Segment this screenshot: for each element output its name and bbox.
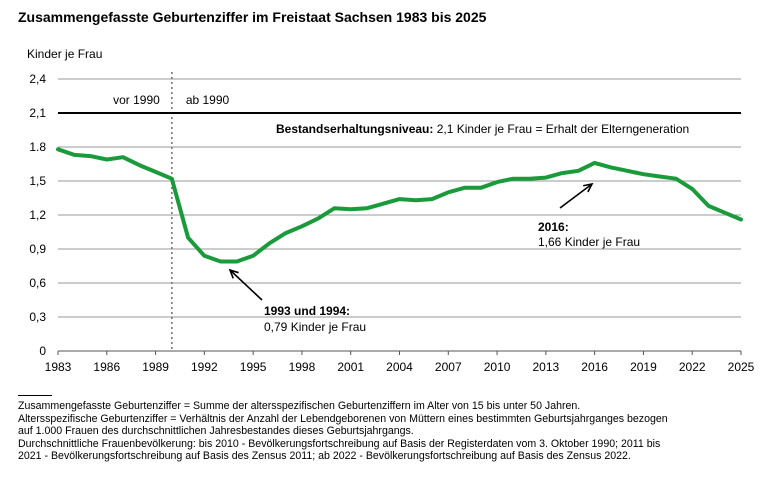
y-tick-label: 1,2 bbox=[29, 208, 46, 222]
footnote-line: Durchschnittliche Frauenbevölkerung: bis… bbox=[18, 437, 661, 450]
data-point bbox=[317, 217, 319, 220]
data-point bbox=[268, 242, 271, 245]
footnote-rule bbox=[18, 395, 52, 396]
data-point bbox=[480, 187, 482, 189]
y-tick-label: 0,3 bbox=[29, 310, 46, 324]
x-tick-label: 2019 bbox=[630, 360, 657, 374]
y-tick-label: 0,9 bbox=[29, 242, 46, 256]
reference-label-text: 2,1 Kinder je Frau = Erhalt der Elternge… bbox=[437, 122, 689, 136]
annotation-title: 1993 und 1994: bbox=[264, 304, 350, 318]
y-tick-label: 2,4 bbox=[29, 72, 46, 86]
x-tick-label: 2022 bbox=[679, 360, 706, 374]
data-point bbox=[219, 260, 222, 263]
y-axis-label: Kinder je Frau bbox=[27, 47, 102, 61]
data-point bbox=[171, 177, 173, 180]
chart-title: Zusammengefasste Geburtenziffer im Freis… bbox=[18, 9, 487, 25]
data-point bbox=[187, 236, 189, 239]
annotation-text: 1,66 Kinder je Frau bbox=[538, 235, 640, 249]
data-point bbox=[675, 177, 677, 180]
data-point bbox=[545, 176, 547, 179]
data-point bbox=[366, 207, 368, 209]
x-tick-label: 1989 bbox=[142, 360, 169, 374]
data-point bbox=[73, 154, 76, 156]
data-point bbox=[57, 148, 59, 151]
data-point bbox=[642, 173, 645, 175]
data-point bbox=[398, 198, 401, 200]
data-point bbox=[528, 177, 531, 180]
x-tick-label: 2001 bbox=[337, 360, 364, 374]
y-tick-label: 2,1 bbox=[29, 106, 46, 120]
x-tick-label: 1998 bbox=[289, 360, 316, 374]
data-point bbox=[301, 225, 303, 228]
data-point bbox=[447, 191, 450, 194]
x-tick-label: 2007 bbox=[435, 360, 462, 374]
y-tick-label: 1,5 bbox=[29, 174, 46, 188]
data-point bbox=[154, 171, 157, 173]
data-point bbox=[203, 255, 206, 257]
data-point bbox=[610, 166, 612, 169]
fertility-line-chart: Kinder je Frau 0 0,3 0,6 0,9 1,2 1,5 1.8 2,1 2,4… bbox=[27, 47, 755, 374]
x-tick-label: 2010 bbox=[484, 360, 511, 374]
data-point bbox=[414, 199, 417, 202]
data-point bbox=[284, 232, 287, 234]
annotation-title: 2016: bbox=[538, 220, 569, 234]
data-point bbox=[740, 218, 742, 221]
annotation-text: 0,79 Kinder je Frau bbox=[264, 320, 366, 334]
reference-line-label: Bestandserhaltungsniveau: 2,1 Kinder je … bbox=[276, 122, 689, 136]
grid-lines bbox=[58, 78, 741, 352]
annotations: 1993 und 1994: 0,79 Kinder je Frau 2016:1,… bbox=[228, 182, 640, 334]
footnote-line: auf 1.000 Frauen des durchschnittlichen … bbox=[18, 425, 414, 438]
data-point bbox=[707, 205, 710, 207]
series-layer bbox=[56, 147, 743, 264]
data-point bbox=[252, 255, 254, 257]
data-point bbox=[463, 187, 466, 189]
x-tick-label: 2013 bbox=[533, 360, 560, 374]
data-point bbox=[626, 170, 628, 172]
data-point bbox=[382, 202, 385, 205]
x-tick-label: 2004 bbox=[386, 360, 413, 374]
annotation-arrow-head bbox=[583, 182, 594, 193]
x-tick-label: 2016 bbox=[581, 360, 608, 374]
annotation-arrow bbox=[559, 183, 593, 209]
data-point bbox=[138, 164, 141, 166]
annotation-arrow bbox=[229, 269, 263, 301]
period-divider: vor 1990 ab 1990 bbox=[113, 72, 230, 351]
data-point bbox=[122, 156, 124, 158]
data-point bbox=[236, 260, 238, 263]
data-point bbox=[561, 172, 563, 174]
data-point bbox=[89, 155, 92, 157]
y-tick-label: 0,6 bbox=[29, 276, 46, 290]
data-point bbox=[431, 198, 433, 200]
data-point bbox=[333, 207, 336, 209]
x-tick-label: 1983 bbox=[45, 360, 72, 374]
data-point bbox=[691, 188, 694, 190]
divider-left-label: vor 1990 bbox=[113, 93, 160, 107]
data-point bbox=[105, 158, 108, 161]
reference-label-bold: Bestandserhaltungsniveau: bbox=[276, 122, 437, 136]
x-tick-label: 1986 bbox=[93, 360, 120, 374]
x-tick-labels: 1983 1986 1989 1992 1995 1998 2001 2004 2007 2010… bbox=[45, 351, 755, 374]
data-point bbox=[593, 162, 596, 164]
data-point bbox=[496, 181, 498, 183]
data-point bbox=[723, 211, 726, 214]
data-point bbox=[349, 208, 352, 211]
footnotes: Zusammengefasste Geburtenziffer = Summe … bbox=[18, 395, 668, 463]
footnote-line: Altersspezifische Geburtenziffer = Verhä… bbox=[18, 412, 668, 425]
annotation-arrow-head bbox=[228, 268, 239, 279]
data-point bbox=[512, 177, 515, 180]
y-tick-labels: 0 0,3 0,6 0,9 1,2 1,5 1.8 2,1 2,4 bbox=[29, 72, 46, 358]
divider-right-label: ab 1990 bbox=[186, 93, 230, 107]
y-tick-label: 0 bbox=[39, 344, 46, 358]
y-tick-label: 1.8 bbox=[29, 140, 46, 154]
footnote-line: Zusammengefasste Geburtenziffer = Summe … bbox=[18, 400, 581, 412]
x-tick-label: 2025 bbox=[728, 360, 755, 374]
x-tick-label: 1992 bbox=[191, 360, 218, 374]
data-point bbox=[658, 175, 661, 178]
data-point bbox=[577, 170, 580, 172]
footnote-line: 2021 - Bevölkerungsfortschreibung auf Ba… bbox=[18, 450, 631, 463]
reference-line: Bestandserhaltungsniveau: 2,1 Kinder je … bbox=[58, 112, 741, 136]
x-tick-label: 1995 bbox=[240, 360, 267, 374]
